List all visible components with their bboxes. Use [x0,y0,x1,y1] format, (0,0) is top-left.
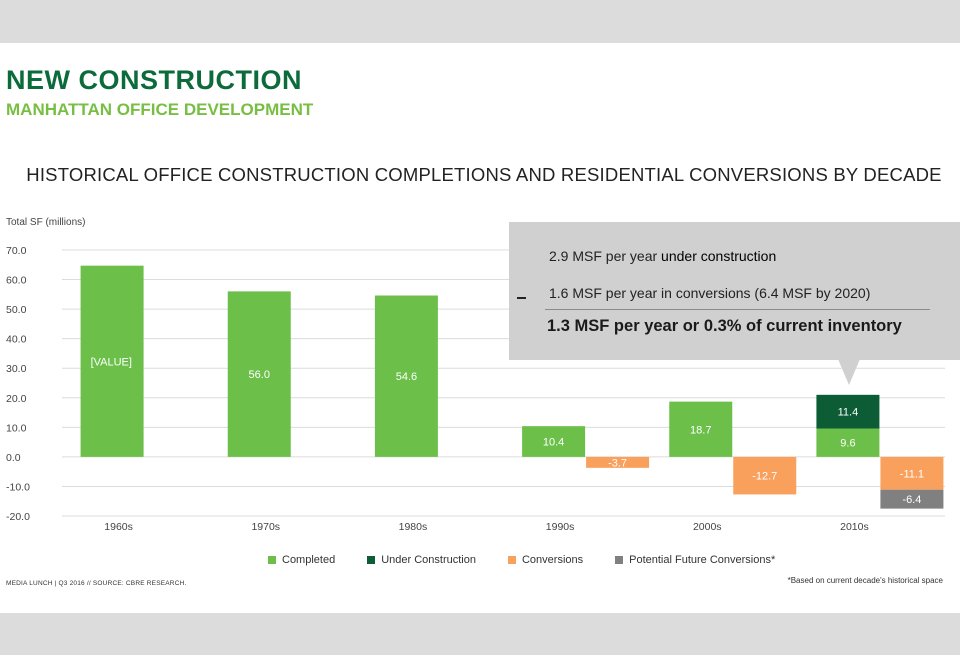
bar-conversions [586,456,650,468]
legend-swatch-future-conversions [615,556,624,564]
data-label: 10.4 [543,437,564,449]
page-title: NEW CONSTRUCTION [6,65,302,95]
bar-completed [669,401,733,457]
data-label: -12.7 [752,471,777,483]
callout-divider [545,309,930,310]
bar-conversions [733,456,797,495]
y-tick-label: 40.0 [6,334,27,346]
legend-item-completed: Completed [268,554,335,566]
callout-line1-emphasis: under construction [661,248,777,264]
y-tick-label: 30.0 [6,363,27,375]
x-tick-label: 2000s [693,521,722,533]
data-label: -6.4 [902,494,921,506]
legend-item-future-conversions: Potential Future Conversions* [615,554,775,566]
y-tick-label: 20.0 [6,393,27,405]
bar-chart: Total SF (millions) 70.0 60.0 50.0 40.0 30.0 2… [6,217,945,533]
y-axis-label: Total SF (millions) [6,217,85,228]
footer-note: *Based on current decade's historical sp… [787,576,943,585]
data-label: 11.4 [838,407,859,419]
callout-box: 2.9 MSF per year under construction 1.6 … [509,222,960,360]
x-tick-label: 1990s [546,521,575,533]
legend-item-conversions: Conversions [507,554,584,566]
data-label: 54.6 [396,371,417,383]
callout-line-under-construction: 2.9 MSF per year under construction [549,248,776,264]
chart-title: HISTORICAL OFFICE CONSTRUCTION COMPLETIO… [26,164,942,185]
data-label: [VALUE] [91,356,132,368]
callout-line-conversions: 1.6 MSF per year in conversions (6.4 MSF… [549,285,871,301]
x-tick-label: 1980s [399,521,428,533]
x-tick-label: 1970s [251,521,280,533]
minus-icon [517,297,526,299]
bar-completed [227,291,291,457]
y-tick-label: 10.0 [6,422,27,434]
page-subtitle: MANHATTAN OFFICE DEVELOPMENT [6,100,314,119]
bar-potential-future-conversions [880,489,944,509]
bar-completed [816,428,880,457]
data-label: -3.7 [608,457,627,469]
slide: NEW CONSTRUCTION MANHATTAN OFFICE DEVELO… [0,43,960,613]
y-tick-label: 0.0 [6,452,21,464]
data-label: 9.6 [840,438,855,450]
legend-swatch-conversions [507,556,516,564]
callout-line1-prefix: 2.9 MSF per year [549,248,662,264]
x-tick-label: 1960s [104,521,133,533]
footer-source: MEDIA LUNCH | Q3 2016 // SOURCE: CBRE RE… [6,580,187,587]
y-tick-label: -20.0 [6,511,30,523]
callout-pointer [838,359,860,385]
legend-item-under-construction: Under Construction [367,554,476,566]
callout-line-net: 1.3 MSF per year or 0.3% of current inve… [547,317,902,335]
data-label: 56.0 [249,369,270,381]
y-tick-label: 50.0 [6,304,27,316]
bar-under-construction [816,394,880,429]
bar-completed [522,426,586,457]
bar-completed [374,295,438,457]
legend-label-future-conversions: Potential Future Conversions* [629,554,776,566]
legend-label-conversions: Conversions [521,554,584,566]
legend-label-completed: Completed [282,554,336,566]
legend-label-under-construction: Under Construction [381,554,476,566]
bar-conversions [880,456,944,490]
legend-swatch-completed [268,556,276,564]
y-tick-label: 70.0 [6,245,27,257]
legend-swatch-under-construction [367,556,376,564]
chart-legend: Completed Under Construction Conversions… [268,554,807,566]
y-tick-label: -10.0 [6,481,30,493]
data-label: 18.7 [690,424,711,436]
data-label: -11.1 [900,468,924,480]
x-tick-label: 2010s [840,521,869,533]
bar-completed [80,265,144,457]
y-tick-label: 60.0 [6,275,27,287]
